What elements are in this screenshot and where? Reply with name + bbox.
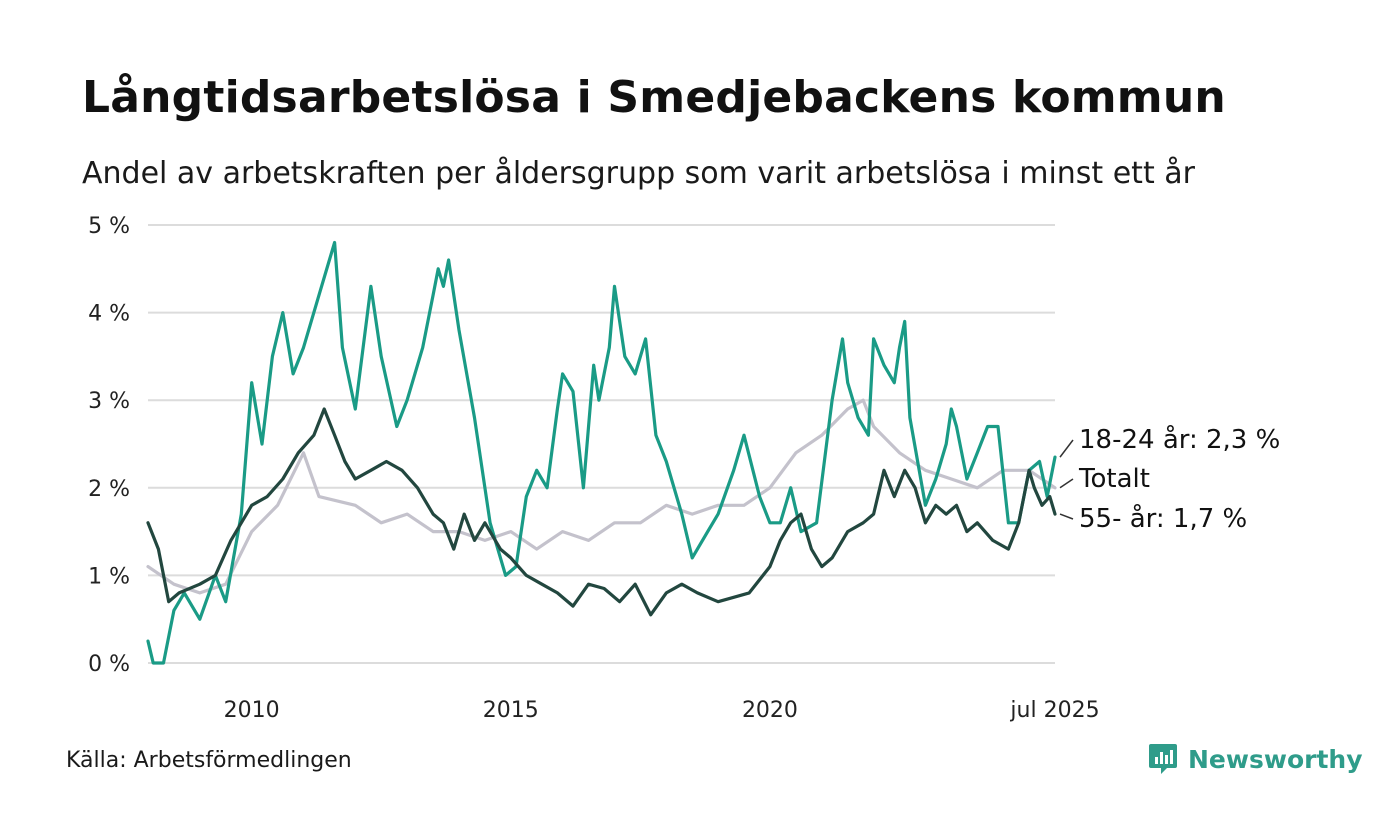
source-note: Källa: Arbetsförmedlingen [66, 748, 352, 773]
end-label: 18-24 år: 2,3 % [1079, 424, 1280, 455]
x-tick-label: jul 2025 [1009, 698, 1099, 723]
y-tick-label: 3 % [88, 389, 130, 414]
end-label-connector [1059, 478, 1074, 489]
series-line [146, 407, 1057, 617]
y-axis-tick-labels: 0 % 1 % 2 % 3 % 4 % 5 % [88, 214, 130, 677]
end-label: Totalt [1078, 464, 1150, 494]
x-axis-tick-labels: 2010 2015 2020 jul 2025 [224, 698, 1100, 723]
y-tick-label: 1 % [88, 564, 130, 589]
end-label-connector [1059, 513, 1074, 520]
brand-name: Newsworthy [1188, 744, 1363, 774]
x-tick-label: 2015 [483, 698, 539, 723]
series-lines [146, 240, 1057, 665]
brand[interactable]: Newsworthy [1148, 742, 1363, 776]
grid-lines [148, 224, 1055, 664]
chart-subtitle: Andel av arbetskraften per åldersgrupp s… [82, 156, 1195, 191]
y-tick-label: 0 % [88, 652, 130, 677]
x-tick-label: 2020 [742, 698, 798, 723]
y-tick-label: 4 % [88, 302, 130, 327]
y-tick-label: 5 % [88, 214, 130, 239]
x-tick-label: 2010 [224, 698, 280, 723]
end-label-connector [1059, 439, 1074, 458]
end-labels: 18-24 år: 2,3 % Totalt 55- år: 1,7 % [1059, 424, 1280, 534]
series-line [146, 240, 1057, 665]
y-tick-label: 2 % [88, 477, 130, 502]
chart-title: Långtidsarbetslösa i Smedjebackens kommu… [82, 72, 1226, 123]
end-label: 55- år: 1,7 % [1079, 503, 1247, 534]
series-line [146, 398, 1057, 595]
newsworthy-logo-icon [1149, 744, 1177, 774]
